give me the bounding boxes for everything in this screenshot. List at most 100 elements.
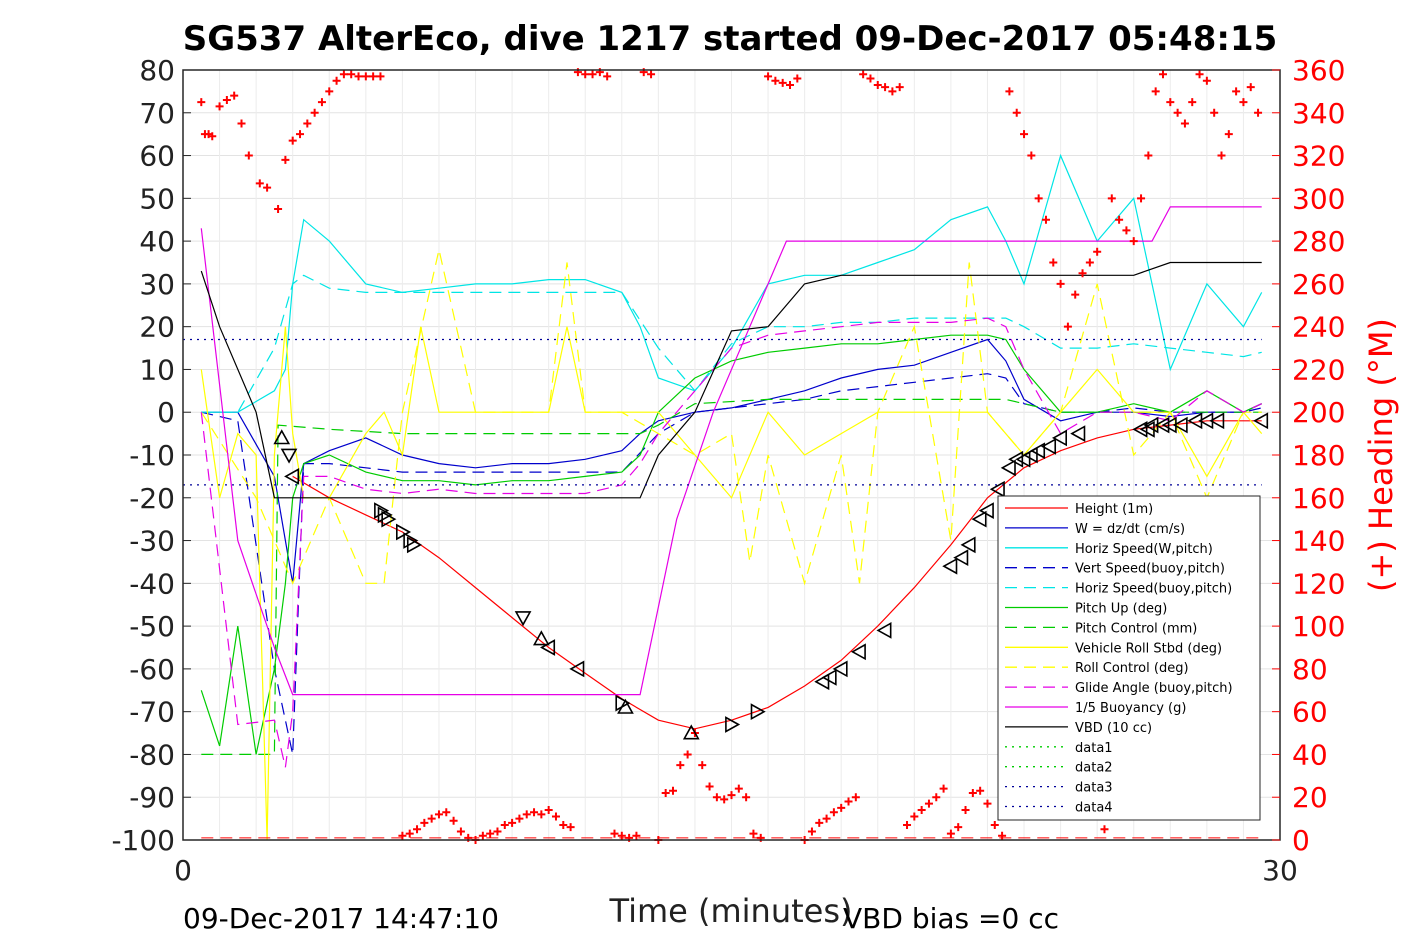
depth-marker (682, 724, 700, 740)
legend-label: data2 (1075, 761, 1113, 776)
y2-tick-label: 340 (1292, 97, 1345, 130)
heading-point (325, 87, 334, 96)
heading-point (434, 810, 443, 819)
y2-tick-label: 360 (1292, 54, 1345, 87)
heading-point (449, 816, 458, 825)
heading-point (339, 70, 348, 79)
heading-point (1085, 258, 1094, 267)
x-tick-0: 0 (174, 854, 192, 887)
heading-point (317, 98, 326, 107)
heading-point (1144, 151, 1153, 160)
heading-point (274, 205, 283, 214)
series-line (200, 249, 1262, 586)
depth-marker (814, 673, 830, 691)
depth-marker (725, 716, 741, 733)
footer-vbd-bias: VBD bias =0 cc (843, 902, 1059, 935)
y2-tick-label: 180 (1292, 439, 1345, 472)
heading-point (515, 814, 524, 823)
y-tick-label: -70 (129, 696, 175, 729)
legend-label: Pitch Up (deg) (1075, 602, 1167, 617)
heading-point (522, 810, 531, 819)
y-tick-label: 80 (139, 54, 175, 87)
y-tick-label: -30 (129, 525, 175, 558)
heading-point (778, 78, 787, 87)
heading-point (866, 74, 875, 83)
heading-point (281, 155, 290, 164)
heading-point (1034, 194, 1043, 203)
y2-tick-label: 0 (1292, 824, 1310, 857)
depth-marker (1070, 425, 1086, 442)
legend-label: data4 (1075, 801, 1113, 816)
heading-point (1202, 76, 1211, 85)
depth-marker (1015, 450, 1031, 468)
heading-points (197, 68, 1263, 844)
heading-point (661, 788, 670, 797)
heading-point (1239, 98, 1248, 107)
heading-point (559, 821, 568, 830)
heading-point (961, 806, 970, 815)
y-tick-label: -80 (129, 738, 175, 771)
heading-point (895, 83, 904, 92)
heading-point (771, 76, 780, 85)
y2-tick-label: 120 (1292, 567, 1345, 600)
heading-point (581, 70, 590, 79)
depth-marker (280, 448, 298, 464)
heading-point (976, 786, 985, 795)
heading-point (749, 829, 758, 838)
heading-point (1122, 226, 1131, 235)
depth-marker (1172, 416, 1188, 434)
heading-point (332, 76, 341, 85)
legend-label: Roll Control (deg) (1075, 661, 1189, 676)
heading-point (208, 132, 217, 141)
heading-point (413, 825, 422, 834)
heading-point (442, 808, 451, 817)
heading-point (537, 810, 546, 819)
heading-point (1173, 108, 1182, 117)
heading-point (1158, 70, 1167, 79)
heading-point (917, 806, 926, 815)
depth-marker (978, 502, 994, 519)
depth-marker (374, 502, 390, 519)
heading-point (197, 98, 206, 107)
plot-series (183, 153, 1263, 841)
depth-marker (953, 549, 969, 567)
heading-point (288, 136, 297, 145)
heading-point (837, 803, 846, 812)
heading-point (456, 827, 465, 836)
depth-marker (1030, 442, 1046, 460)
legend-label: 1/5 Buoyancy (g) (1075, 701, 1186, 716)
heading-point (734, 784, 743, 793)
series-line (292, 420, 1262, 730)
heading-point (296, 130, 305, 139)
y-tick-label: -40 (129, 567, 175, 600)
footer-timestamp: 09-Dec-2017 14:47:10 (183, 902, 499, 935)
y2-tick-label: 80 (1292, 653, 1328, 686)
heading-point (1100, 825, 1109, 834)
heading-point (1137, 194, 1146, 203)
depth-marker (1051, 429, 1067, 447)
heading-point (303, 119, 312, 128)
depth-marker (971, 510, 987, 528)
heading-point (263, 183, 272, 192)
series-line (200, 261, 1262, 499)
y-tick-label: 40 (139, 225, 175, 258)
depth-marker (1253, 412, 1269, 430)
depth-marker (396, 523, 412, 541)
heading-point (478, 831, 487, 840)
series-line (201, 398, 1262, 756)
heading-point (727, 791, 736, 800)
depth-marker (1000, 459, 1016, 477)
depth-marker (617, 698, 634, 714)
y2-tick-label: 280 (1292, 225, 1345, 258)
heading-point (829, 808, 838, 817)
y-tick-label: -20 (129, 482, 175, 515)
heading-point (683, 750, 692, 759)
heading-point (530, 808, 539, 817)
depth-marker (273, 429, 291, 445)
heading-point (347, 70, 356, 79)
heading-point (1195, 70, 1204, 79)
heading-point (486, 829, 495, 838)
heading-point (354, 72, 363, 81)
heading-point (793, 74, 802, 83)
heading-point (815, 818, 824, 827)
